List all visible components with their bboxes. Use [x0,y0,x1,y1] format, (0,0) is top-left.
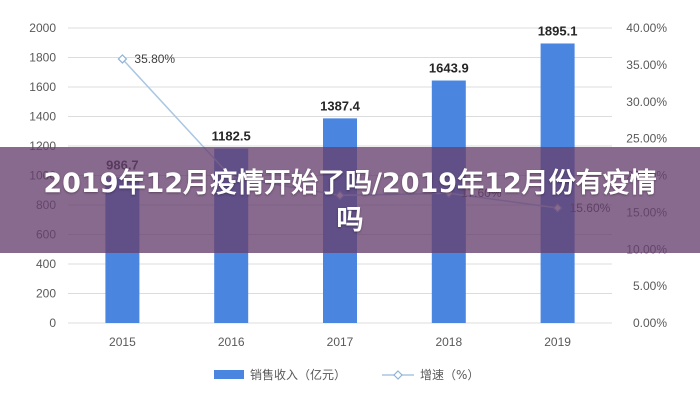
x-axis-ticks: 2015 2016 2017 2018 2019 [109,335,571,349]
legend-line-marker [393,370,403,380]
legend-bar-swatch [214,370,244,379]
bar-value-label: 1182.5 [212,129,251,144]
legend: 销售收入（亿元） 增速（%） [214,367,479,382]
right-axis-tick-label: 5.00% [633,279,667,293]
legend-line-label: 增速（%） [420,368,479,382]
bar-value-label: 1895.1 [538,23,578,38]
right-axis-tick-label: 35.00% [626,58,667,72]
growth-point [117,54,128,64]
line-value-label: 35.80% [134,52,175,66]
left-axis-tick-label: 400 [36,257,56,271]
right-axis-tick-label: 0.00% [633,316,667,330]
overlay-title: 2019年12月疫情开始了吗/2019年12月份有疫情吗 [43,168,657,236]
bar-value-label: 1387.4 [320,98,361,113]
legend-bar-label: 销售收入（亿元） [250,367,346,382]
x-axis-tick-label: 2018 [435,335,462,349]
left-axis-tick-label: 0 [49,316,56,330]
x-axis-tick-label: 2015 [109,335,136,349]
bar-value-label: 1643.9 [429,61,469,76]
x-axis-tick-label: 2017 [327,335,354,349]
left-axis-tick-label: 200 [36,287,56,301]
left-axis-tick-label: 1400 [29,110,56,124]
left-axis-tick-label: 1800 [29,51,56,65]
left-axis-tick-label: 2000 [29,21,56,35]
right-axis-tick-label: 25.00% [626,132,667,146]
x-axis-tick-label: 2019 [544,335,571,349]
left-axis-tick-label: 1600 [29,80,56,94]
title-overlay [0,147,700,253]
x-axis-tick-label: 2016 [218,335,245,349]
right-axis-tick-label: 40.00% [626,21,667,35]
right-axis-tick-label: 30.00% [626,95,667,109]
